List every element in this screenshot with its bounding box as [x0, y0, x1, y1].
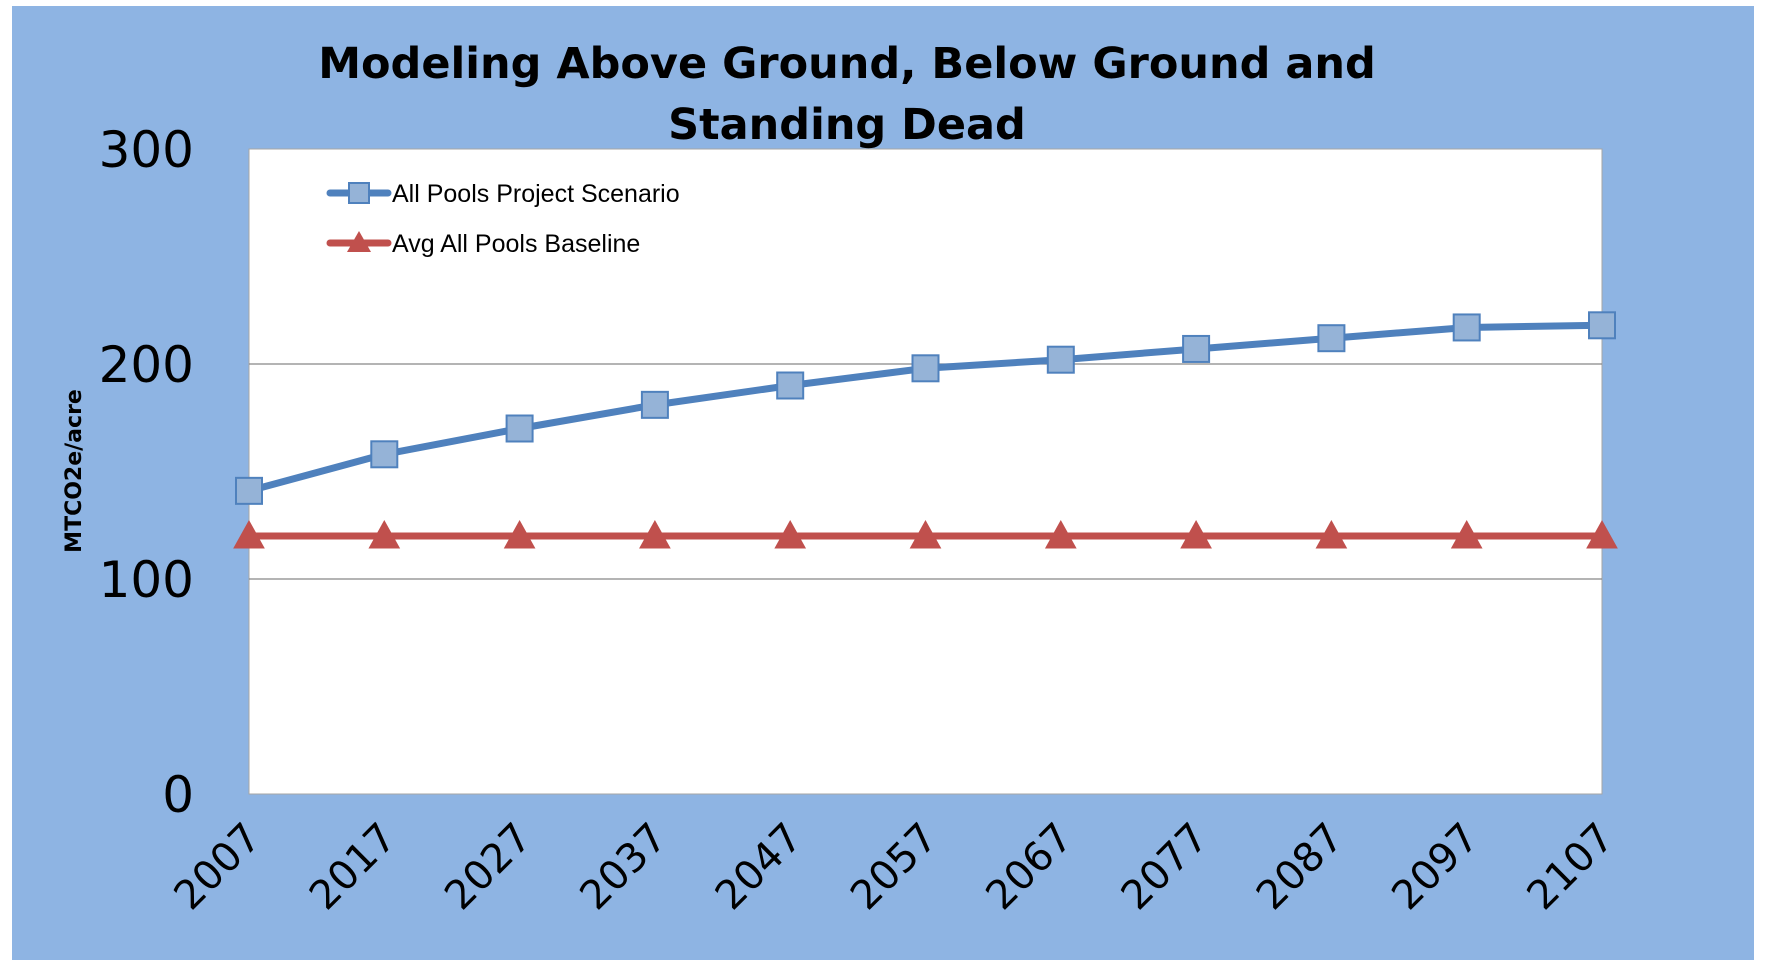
series-1-point-2107: [1588, 311, 1616, 340]
x-tick-label-2037: 2037: [571, 815, 676, 920]
legend-marker-2: [347, 231, 371, 252]
series-1-point-2097: [1452, 313, 1481, 342]
series-2-point-2007: [233, 519, 265, 549]
series-2-point-2037: [639, 519, 671, 549]
legend-item-1: All Pools Project Scenario: [326, 180, 680, 208]
x-tick-label-2087: 2087: [1248, 815, 1353, 920]
x-tick-label-2027: 2027: [436, 815, 541, 920]
series-2-point-2107: [1586, 519, 1618, 549]
series-1-point-2077: [1182, 334, 1211, 363]
y-tick-label-200: 200: [99, 336, 194, 394]
legend-item-2: Avg All Pools Baseline: [326, 230, 640, 258]
series-1-point-2067: [1046, 345, 1075, 374]
series-2-point-2087: [1315, 519, 1348, 549]
series-2-point-2057: [909, 519, 942, 549]
series-1: [235, 311, 1616, 505]
series-layer: [233, 311, 1618, 549]
x-tick-label-2067: 2067: [977, 815, 1082, 920]
legend-label-1: All Pools Project Scenario: [392, 180, 680, 208]
x-tick-label-2097: 2097: [1383, 815, 1488, 920]
legend-label-2: Avg All Pools Baseline: [392, 230, 640, 258]
chart-title-line-1: Modeling Above Ground, Below Ground and: [318, 39, 1376, 89]
series-2-point-2047: [774, 519, 807, 549]
series-2-point-2027: [503, 519, 536, 549]
series-2-point-2067: [1044, 519, 1077, 549]
series-1-point-2027: [505, 414, 534, 443]
plot-area: [248, 148, 1603, 795]
series-2-point-2017: [368, 519, 401, 549]
x-tick-label-2057: 2057: [842, 815, 947, 920]
series-2-point-2097: [1450, 519, 1483, 549]
series-1-point-2047: [776, 371, 805, 400]
y-axis-ticks: 0 100 200 300: [99, 121, 194, 824]
chart-title-line-2: Standing Dead: [668, 100, 1026, 150]
x-tick-label-2077: 2077: [1113, 815, 1218, 920]
y-tick-label-100: 100: [99, 551, 194, 609]
y-tick-label-0: 0: [162, 766, 194, 824]
legend: All Pools Project Scenario Avg All Pools …: [326, 180, 680, 258]
x-tick-label-2107: 2107: [1519, 815, 1624, 920]
series-1-point-2017: [370, 440, 399, 469]
y-tick-label-300: 300: [99, 121, 194, 179]
series-1-point-2007: [235, 476, 263, 505]
x-tick-label-2007: 2007: [166, 815, 271, 920]
line-chart: Modeling Above Ground, Below Ground and …: [62, 39, 1624, 920]
x-tick-label-2047: 2047: [707, 815, 812, 920]
series-1-point-2087: [1317, 324, 1346, 353]
x-tick-label-2017: 2017: [301, 815, 406, 920]
series-2: [233, 519, 1618, 549]
y-axis-label: MTCO2e/acre: [62, 389, 87, 553]
x-axis-ticks: 2007 2017 2027 2037 2047 2057 2067 2077 2087 2097…: [166, 815, 1624, 920]
series-1-point-2057: [911, 354, 940, 383]
series-2-point-2077: [1180, 519, 1212, 549]
series-1-point-2037: [640, 390, 669, 419]
legend-marker-1: [348, 182, 370, 204]
